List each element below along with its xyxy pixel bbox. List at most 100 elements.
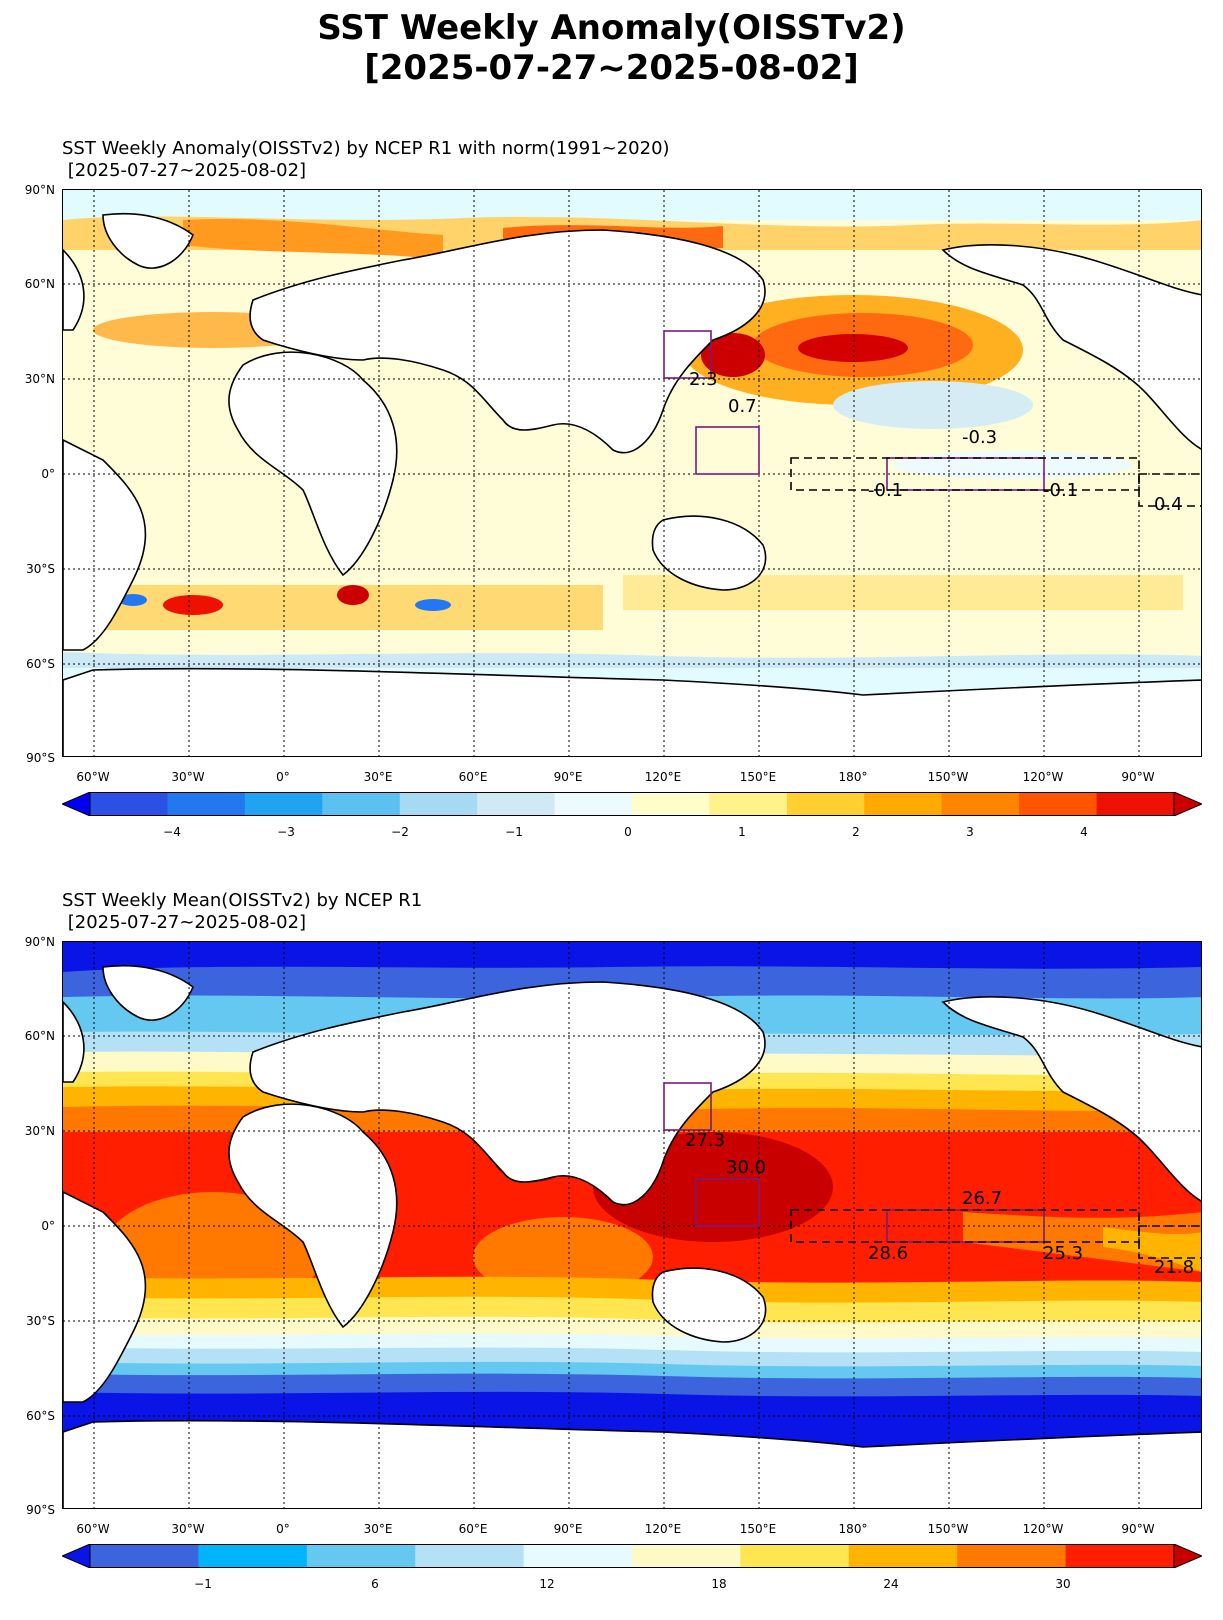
colorbar-segment: [167, 792, 246, 816]
colorbar-segment: [90, 1544, 199, 1568]
colorbar-segment: [632, 792, 710, 816]
anomaly-lon-label: 150°W: [927, 770, 969, 784]
colorbar-extend-high: [1173, 791, 1204, 817]
anomaly-lon-label: 60°E: [458, 770, 488, 784]
mean-lon-label: 0°: [276, 1522, 290, 1536]
colorbar-segment: [786, 792, 865, 816]
mean-lat-label: 90°S: [26, 1503, 55, 1517]
mean-lat-label: 90°N: [24, 935, 55, 949]
anomaly-box-nino34-value: -0.3: [962, 427, 998, 448]
anomaly-lon-label: 30°W: [171, 770, 205, 784]
anomaly-colorbar-tick: −3: [277, 825, 295, 839]
mean-box-nino34-value: 26.7: [962, 1188, 1003, 1209]
mean-panel-title: SST Weekly Mean(OISSTv2) by NCEP R1 [202…: [62, 890, 422, 934]
mean-box-nino4-value: 28.6: [868, 1243, 909, 1264]
anomaly-colorbar-tick: −2: [391, 825, 409, 839]
anomaly-colorbar-tick: 0: [624, 825, 632, 839]
mean-box-kuroshio-value: 27.3: [685, 1130, 726, 1151]
mean-title-line1: SST Weekly Mean(OISSTv2) by NCEP R1: [62, 890, 423, 911]
colorbar-extend-low: [60, 1543, 91, 1569]
mean-lon-label: 60°E: [458, 1522, 488, 1536]
anomaly-title-line1: SST Weekly Anomaly(OISSTv2) by NCEP R1 w…: [62, 138, 670, 159]
colorbar-segment: [477, 792, 556, 816]
colorbar-segment: [864, 792, 943, 816]
colorbar-segment: [740, 1544, 850, 1568]
mean-lat-label: 30°S: [26, 1314, 55, 1328]
anomaly-map: [62, 189, 1202, 757]
anomaly-lat-label: 90°N: [24, 183, 55, 197]
mean-colorbar-tick: 18: [711, 1577, 727, 1591]
mean-box-nino3-value: 25.3: [1043, 1243, 1084, 1264]
mean-lon-label: 120°W: [1022, 1522, 1064, 1536]
mean-colorbar-tick: 30: [1055, 1577, 1071, 1591]
anomaly-lon-label: 180°: [838, 770, 868, 784]
mean-box-warmpool-value: 30.0: [726, 1157, 767, 1178]
colorbar-segment: [1065, 1544, 1175, 1568]
anomaly-lat-label: 30°N: [24, 372, 55, 386]
anomaly-colorbar-tick: 1: [738, 825, 746, 839]
colorbar-segment: [1096, 792, 1175, 816]
figure-title: SST Weekly Anomaly(OISSTv2) [2025-07-27~…: [0, 8, 1223, 88]
anomaly-lon-label: 150°E: [739, 770, 777, 784]
mean-lat-label: 60°S: [26, 1409, 55, 1423]
mean-lon-label: 90°W: [1121, 1522, 1155, 1536]
mean-title-line2: [2025-07-27~2025-08-02]: [62, 912, 307, 933]
mean-lon-label: 90°E: [553, 1522, 583, 1536]
colorbar-segment: [709, 792, 788, 816]
anomaly-box-nino12-value: 0.4: [1154, 494, 1183, 515]
anomaly-lat-label: 90°S: [26, 751, 55, 765]
mean-colorbar-tick: 6: [371, 1577, 379, 1591]
colorbar-segment: [848, 1544, 958, 1568]
anomaly-lon-label: 120°W: [1022, 770, 1064, 784]
mean-map: [62, 941, 1202, 1509]
anomaly-lat-label: 60°N: [24, 277, 55, 291]
mean-box-nino12-value: 21.8: [1154, 1257, 1195, 1278]
colorbar-segment: [415, 1544, 525, 1568]
anomaly-lon-label: 30°E: [363, 770, 393, 784]
anomaly-lon-label: 90°E: [553, 770, 583, 784]
anomaly-box-warmpool-value: 0.7: [728, 396, 757, 417]
mean-lat-label: 30°N: [24, 1124, 55, 1138]
mean-colorbar-tick: 12: [539, 1577, 555, 1591]
anomaly-lon-label: 120°E: [644, 770, 682, 784]
mean-lon-label: 60°W: [76, 1522, 110, 1536]
mean-lon-label: 150°E: [739, 1522, 777, 1536]
colorbar-segment: [632, 1544, 741, 1568]
mean-lon-label: 30°E: [363, 1522, 393, 1536]
colorbar-segment: [1019, 792, 1098, 816]
anomaly-lat-label: 30°S: [26, 562, 55, 576]
colorbar-segment: [523, 1544, 633, 1568]
colorbar-segment: [957, 1544, 1067, 1568]
anomaly-box-nino3-value: -0.1: [1043, 480, 1079, 501]
anomaly-lon-label: 60°W: [76, 770, 110, 784]
mean-lon-label: 150°W: [927, 1522, 969, 1536]
mean-lon-label: 180°: [838, 1522, 868, 1536]
mean-colorbar-tick: 24: [883, 1577, 899, 1591]
anomaly-colorbar-tick: 2: [852, 825, 860, 839]
mean-colorbar-tick: −1: [194, 1577, 212, 1591]
colorbar-frame: [89, 792, 1175, 816]
colorbar-segment: [90, 792, 168, 816]
anomaly-lat-label: 60°S: [26, 657, 55, 671]
anomaly-lon-label: 0°: [276, 770, 290, 784]
colorbar-segment: [306, 1544, 416, 1568]
colorbar-extend-low: [60, 791, 91, 817]
mean-colorbar-svg: [60, 1543, 1204, 1569]
colorbar-extend-high: [1173, 1543, 1204, 1569]
colorbar-segment: [244, 792, 323, 816]
mean-lon-label: 120°E: [644, 1522, 682, 1536]
anomaly-box-nino4-value: -0.1: [868, 480, 904, 501]
mean-colorbar: [60, 1543, 1204, 1569]
anomaly-lon-label: 90°W: [1121, 770, 1155, 784]
anomaly-lat-label: 0°: [41, 467, 55, 481]
colorbar-segment: [322, 792, 401, 816]
colorbar-segment: [554, 792, 633, 816]
colorbar-segment: [198, 1544, 308, 1568]
colorbar-segment: [399, 792, 478, 816]
anomaly-box-kuroshio-value: 2.3: [689, 369, 718, 390]
colorbar-segment: [941, 792, 1020, 816]
anomaly-colorbar-tick: 4: [1080, 825, 1088, 839]
figure-title-line1: SST Weekly Anomaly(OISSTv2): [317, 8, 906, 48]
mean-lat-label: 60°N: [24, 1029, 55, 1043]
anomaly-colorbar-tick: 3: [966, 825, 974, 839]
